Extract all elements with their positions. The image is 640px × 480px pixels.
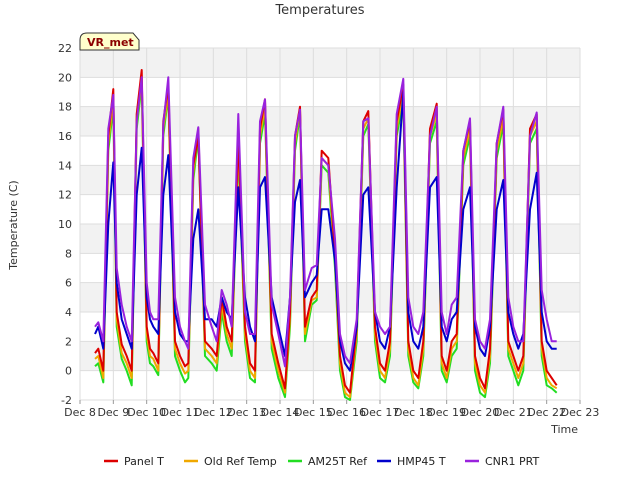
y-tick-label: 12 (58, 189, 72, 202)
x-tick-label: Dec 16 (327, 406, 366, 419)
x-tick-label: Dec 8 (64, 406, 96, 419)
y-tick-label: 20 (58, 71, 72, 84)
y-tick-label: 6 (65, 277, 72, 290)
y-tick-label: 2 (65, 335, 72, 348)
x-tick-label: Dec 14 (261, 406, 300, 419)
legend-label-am25t-ref: AM25T Ref (308, 455, 368, 468)
x-tick-label: Dec 13 (227, 406, 266, 419)
y-tick-label: 10 (58, 218, 72, 231)
grid-band (80, 341, 580, 371)
y-tick-label: 18 (58, 101, 72, 114)
x-tick-label: Dec 17 (361, 406, 400, 419)
badge-label: VR_met (87, 36, 134, 49)
x-tick-label: Dec 15 (294, 406, 333, 419)
y-tick-label: 4 (65, 306, 72, 319)
legend: Panel T Old Ref Temp AM25T Ref HMP45 T CNR1 … (104, 455, 540, 468)
legend-label-old-ref-temp: Old Ref Temp (204, 455, 277, 468)
series-line-cnr1-prt (94, 76, 557, 368)
y-tick-label: 16 (58, 130, 72, 143)
y-tick-label: 0 (65, 365, 72, 378)
x-tick-label: Dec 21 (494, 406, 533, 419)
y-tick-label: 22 (58, 42, 72, 55)
y-axis-label: Temperature (C) (7, 180, 20, 270)
series-lines (94, 69, 558, 401)
x-tick-label: Dec 19 (427, 406, 466, 419)
x-tick-label: Dec 12 (194, 406, 233, 419)
x-tick-label: Dec 18 (394, 406, 433, 419)
station-badge: VR_met (79, 32, 140, 51)
badge-shape (79, 32, 140, 51)
grid-band (80, 48, 580, 78)
chart-title: Temperatures (274, 3, 364, 18)
x-tick-label: Dec 11 (161, 406, 200, 419)
x-tick-label: Dec 10 (127, 406, 166, 419)
legend-label-panel-t: Panel T (124, 455, 164, 468)
legend-label-cnr1-prt: CNR1 PRT (485, 455, 540, 468)
grid-band (80, 282, 580, 312)
x-axis-label: Time (550, 423, 578, 436)
y-tick-label: -2 (61, 394, 72, 407)
y-axis-ticks: -2 0 2 4 6 8 10 12 14 16 18 20 22 (58, 42, 72, 407)
y-tick-label: 8 (65, 247, 72, 260)
y-tick-label: 14 (58, 159, 72, 172)
x-tick-label: Dec 20 (461, 406, 500, 419)
x-tick-label: Dec 22 (527, 406, 566, 419)
x-tick-label: Dec 9 (97, 406, 129, 419)
legend-label-hmp45-t: HMP45 T (397, 455, 446, 468)
x-tick-label: Dec 23 (561, 406, 600, 419)
grid-band (80, 106, 580, 136)
